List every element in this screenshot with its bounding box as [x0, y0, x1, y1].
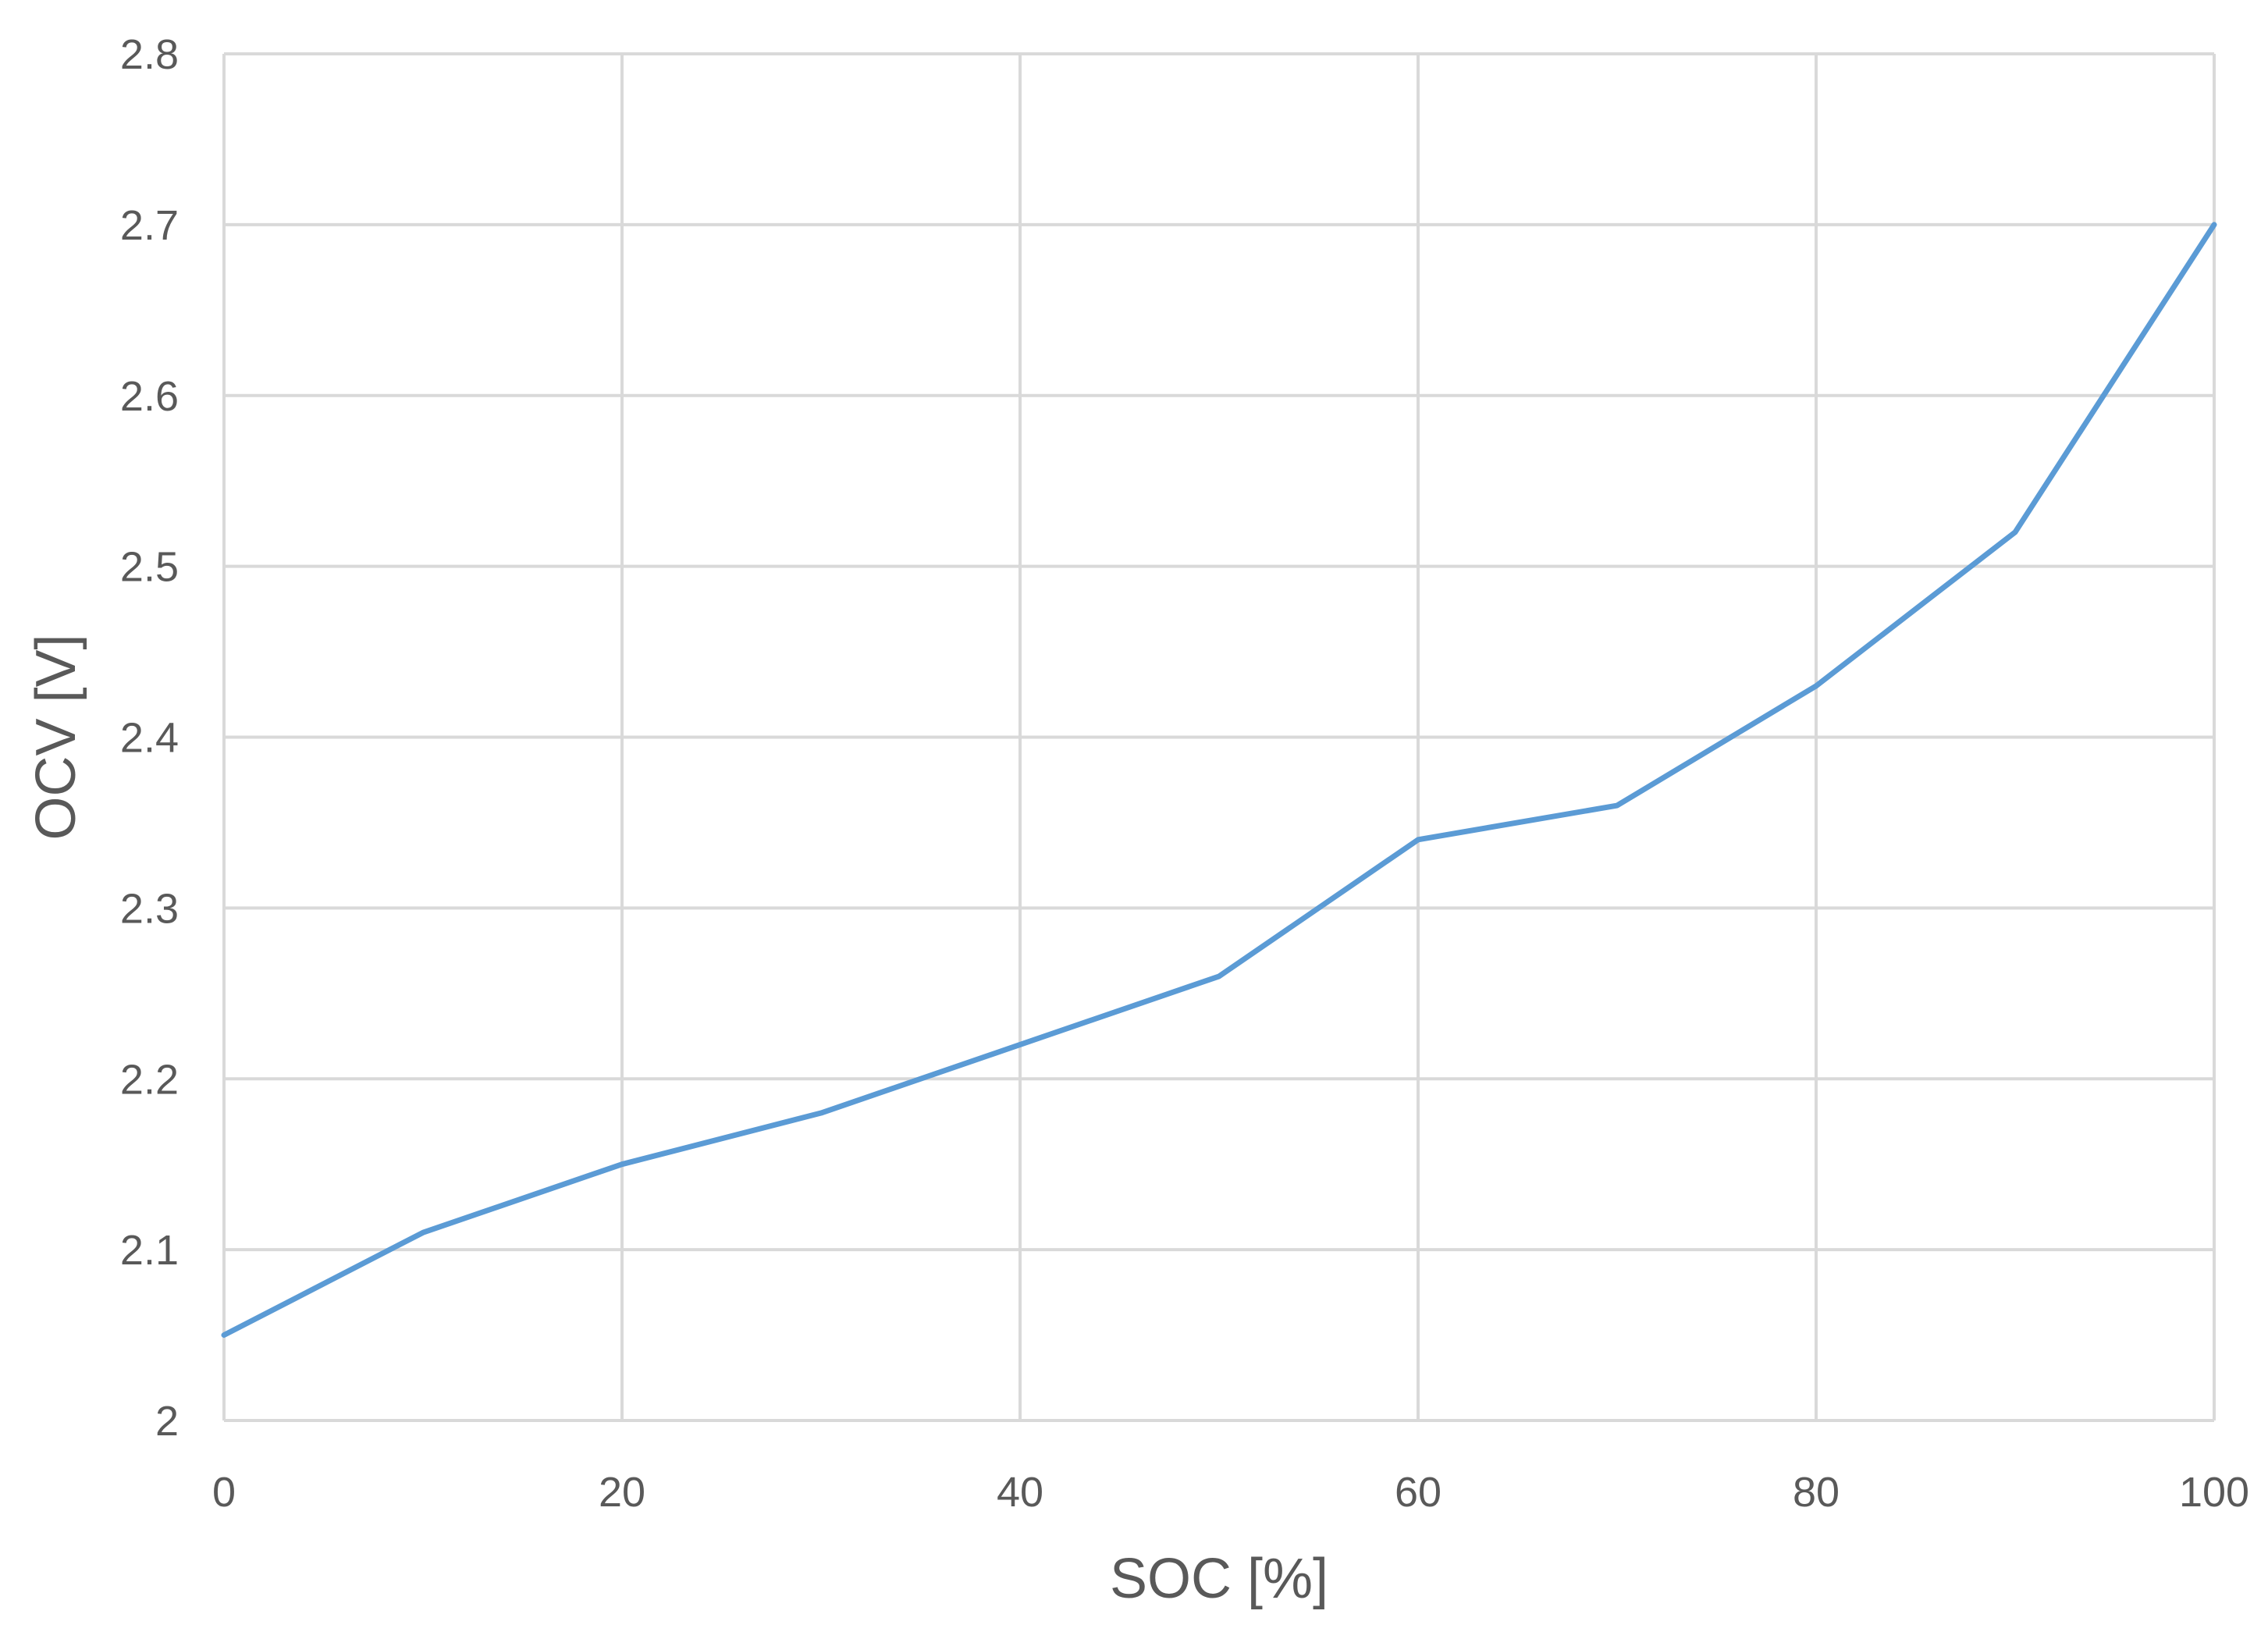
y-tick-label-7: 2.7: [120, 202, 179, 249]
y-tick-label-0: 2: [155, 1398, 179, 1445]
x-tick-label-5: 100: [2179, 1469, 2249, 1516]
y-tick-label-6: 2.6: [120, 373, 179, 420]
x-tick-labels: 0 20 40 60 80 100: [212, 1469, 2249, 1516]
x-tick-label-0: 0: [212, 1469, 236, 1516]
y-tick-label-3: 2.3: [120, 885, 179, 932]
y-tick-label-1: 2.1: [120, 1227, 179, 1274]
y-tick-label-2: 2.2: [120, 1056, 179, 1103]
y-tick-label-8: 2.8: [120, 31, 179, 78]
horizontal-gridlines: [224, 52, 2214, 1422]
x-tick-label-2: 40: [997, 1469, 1043, 1516]
x-tick-label-3: 60: [1395, 1469, 1441, 1516]
x-tick-label-4: 80: [1793, 1469, 1840, 1516]
axes: [222, 54, 2214, 1422]
y-axis-title: OCV [V]: [25, 634, 87, 840]
series-line-0: [221, 222, 2217, 1339]
y-tick-labels: 2 2.1 2.2 2.3 2.4 2.5 2.6 2.7 2.8: [120, 31, 179, 1445]
series-group: [221, 222, 2217, 1339]
y-tick-label-5: 2.5: [120, 544, 179, 591]
x-tick-label-1: 20: [599, 1469, 645, 1516]
y-tick-label-4: 2.4: [120, 715, 179, 762]
x-axis-title: SOC [%]: [1110, 1548, 1328, 1610]
